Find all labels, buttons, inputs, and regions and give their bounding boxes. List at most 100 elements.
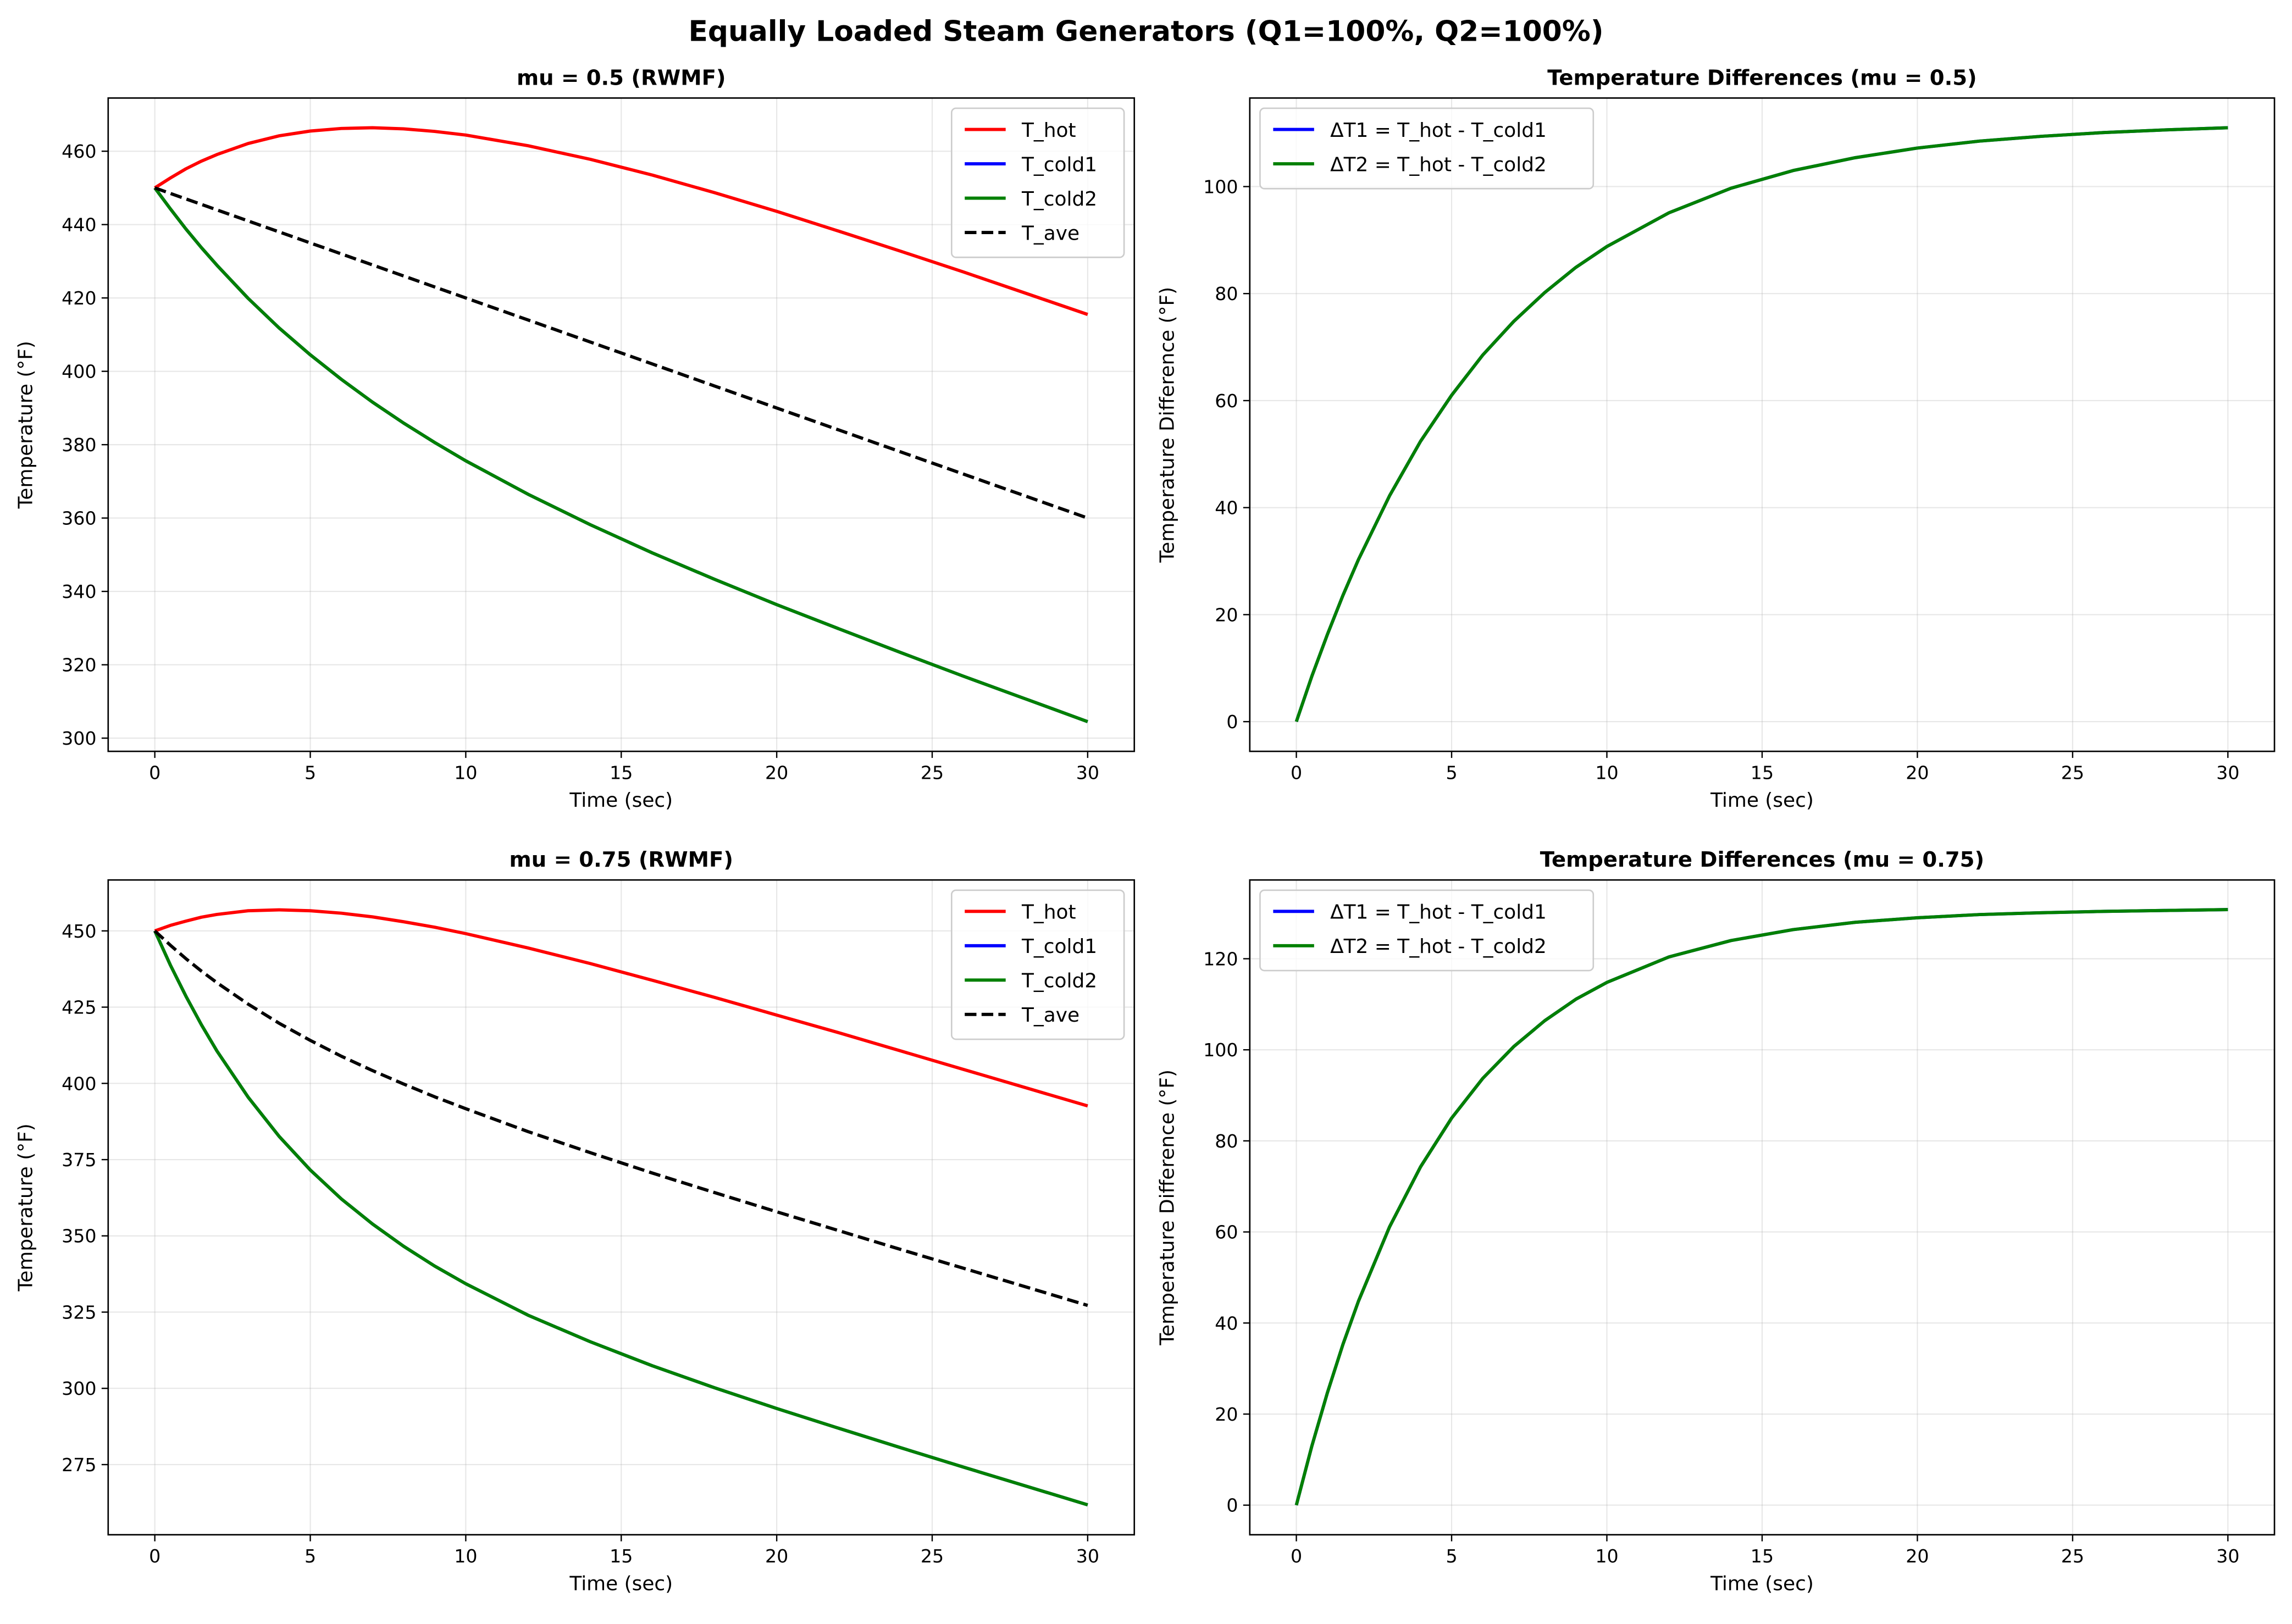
y-tick-label: 350: [62, 1226, 96, 1247]
x-tick-label: 10: [454, 1545, 477, 1567]
y-tick-label: 40: [1215, 1312, 1238, 1334]
x-tick-label: 0: [149, 762, 160, 784]
y-tick-label: 60: [1215, 390, 1238, 412]
legend-box: [1259, 889, 1595, 972]
legend-label: T_hot: [1021, 901, 1076, 924]
legend-label: ΔT1 = T_hot - T_cold1: [1330, 119, 1547, 142]
x-tick-label: 15: [610, 762, 633, 784]
legend: ΔT1 = T_hot - T_cold1 ΔT2 = T_hot - T_col…: [1259, 889, 1595, 972]
subplot-2: 0 5 10 15 20 25 30 0 20 40 60 80 100 Temperature Diff…: [1156, 65, 2276, 812]
x-tick-label: 0: [1291, 762, 1302, 784]
y-tick-label: 400: [62, 1073, 96, 1094]
y-tick-label: 20: [1215, 1404, 1238, 1425]
y-tick-label: 100: [1203, 176, 1238, 197]
x-tick-label: 5: [1446, 762, 1457, 784]
legend-label: T_ave: [1021, 222, 1079, 245]
x-tick-label: 15: [1751, 1545, 1774, 1567]
x-tick-label: 10: [1595, 1545, 1618, 1567]
x-tick-label: 5: [305, 1545, 316, 1567]
x-tick-label: 30: [1076, 762, 1099, 784]
legend: T_hot T_cold1 T_cold2 T_ave: [950, 889, 1125, 1040]
x-tick-label: 0: [1291, 1545, 1302, 1567]
legend-label: T_cold2: [1021, 188, 1097, 210]
subplot-3: 0 5 10 15 20 25 30 275 300 325 350 375 400 425 450 mu =…: [15, 847, 1136, 1595]
y-tick-label: 340: [62, 581, 96, 602]
legend-box: [1259, 107, 1595, 190]
series-line--t2-t-hot-t-cold2: [1294, 908, 2228, 1506]
subplot-title: Temperature Differences (mu = 0.75): [1540, 847, 1984, 872]
series-line--t2-t-hot-t-cold2: [1294, 126, 2228, 723]
series-line-t-hot: [154, 908, 1088, 1108]
y-tick-label: 80: [1215, 1130, 1238, 1152]
series-line-t-cold2: [153, 187, 1088, 723]
x-tick-label: 5: [305, 762, 316, 784]
x-tick-label: 25: [2061, 762, 2084, 784]
x-tick-label: 30: [2216, 1545, 2239, 1567]
y-tick-label: 425: [62, 997, 96, 1018]
x-tick-label: 20: [765, 762, 788, 784]
x-tick-label: 15: [610, 1545, 633, 1567]
y-tick-label: 460: [62, 141, 96, 162]
legend-label: T_cold1: [1021, 935, 1097, 958]
y-tick-label: 420: [62, 287, 96, 309]
y-tick-label: 275: [62, 1454, 96, 1476]
legend-label: T_cold1: [1021, 153, 1097, 176]
legend-box: [950, 107, 1125, 258]
legend: T_hot T_cold1 T_cold2 T_ave: [950, 107, 1125, 258]
y-axis-label: Temperature (°F): [15, 1123, 37, 1292]
y-axis-label: Temperature Difference (°F): [1156, 287, 1179, 563]
legend-box: [950, 889, 1125, 1040]
legend-label: ΔT1 = T_hot - T_cold1: [1330, 901, 1547, 924]
x-tick-label: 5: [1446, 1545, 1457, 1567]
series-line-t-hot: [154, 126, 1088, 316]
subplot-title: mu = 0.5 (RWMF): [517, 65, 726, 90]
y-tick-label: 440: [62, 214, 96, 236]
y-tick-label: 0: [1226, 1495, 1238, 1516]
x-tick-label: 10: [1595, 762, 1618, 784]
x-tick-label: 25: [921, 1545, 944, 1567]
x-axis-label: Time (sec): [1710, 1573, 1814, 1595]
legend-label: T_ave: [1021, 1004, 1079, 1027]
series-line-t-ave: [153, 929, 1088, 1307]
legend: ΔT1 = T_hot - T_cold1 ΔT2 = T_hot - T_col…: [1259, 107, 1595, 190]
y-tick-label: 450: [62, 921, 96, 942]
y-tick-label: 100: [1203, 1039, 1238, 1061]
x-tick-label: 0: [149, 1545, 160, 1567]
x-tick-label: 25: [921, 762, 944, 784]
x-tick-label: 20: [765, 1545, 788, 1567]
y-axis-label: Temperature Difference (°F): [1156, 1069, 1179, 1346]
y-tick-label: 300: [62, 1378, 96, 1399]
y-tick-label: 400: [62, 361, 96, 383]
subplot-title: mu = 0.75 (RWMF): [510, 847, 733, 872]
x-axis-label: Time (sec): [569, 1573, 673, 1595]
subplot-title: Temperature Differences (mu = 0.5): [1547, 65, 1977, 90]
subplot-4: 0 5 10 15 20 25 30 0 20 40 60 80 100 120 Temperature D…: [1156, 847, 2276, 1595]
x-tick-label: 30: [2216, 762, 2239, 784]
y-tick-label: 300: [62, 728, 96, 749]
y-tick-label: 0: [1226, 711, 1238, 733]
subplot-1: 0 5 10 15 20 25 30 300 320 340 360 380 400 420 440 460 m…: [15, 65, 1136, 812]
y-tick-label: 80: [1215, 283, 1238, 304]
x-tick-label: 15: [1751, 762, 1774, 784]
x-axis-label: Time (sec): [569, 789, 673, 812]
legend-label: T_hot: [1021, 119, 1076, 142]
legend-label: ΔT2 = T_hot - T_cold2: [1330, 935, 1547, 958]
y-tick-label: 120: [1203, 948, 1238, 969]
y-tick-label: 40: [1215, 497, 1238, 519]
y-tick-label: 325: [62, 1301, 96, 1323]
y-tick-label: 360: [62, 508, 96, 529]
series-line-t-ave: [154, 186, 1088, 520]
y-tick-label: 20: [1215, 604, 1238, 625]
x-tick-label: 20: [1906, 1545, 1929, 1567]
x-tick-label: 25: [2061, 1545, 2084, 1567]
legend-label: T_cold2: [1021, 970, 1097, 993]
figure-title: Equally Loaded Steam Generators (Q1=100%…: [688, 15, 1603, 48]
y-tick-label: 375: [62, 1149, 96, 1171]
y-axis-label: Temperature (°F): [15, 341, 37, 509]
series-line-t-cold2: [153, 930, 1088, 1507]
y-tick-label: 380: [62, 434, 96, 456]
y-tick-label: 320: [62, 655, 96, 676]
x-tick-label: 20: [1906, 762, 1929, 784]
